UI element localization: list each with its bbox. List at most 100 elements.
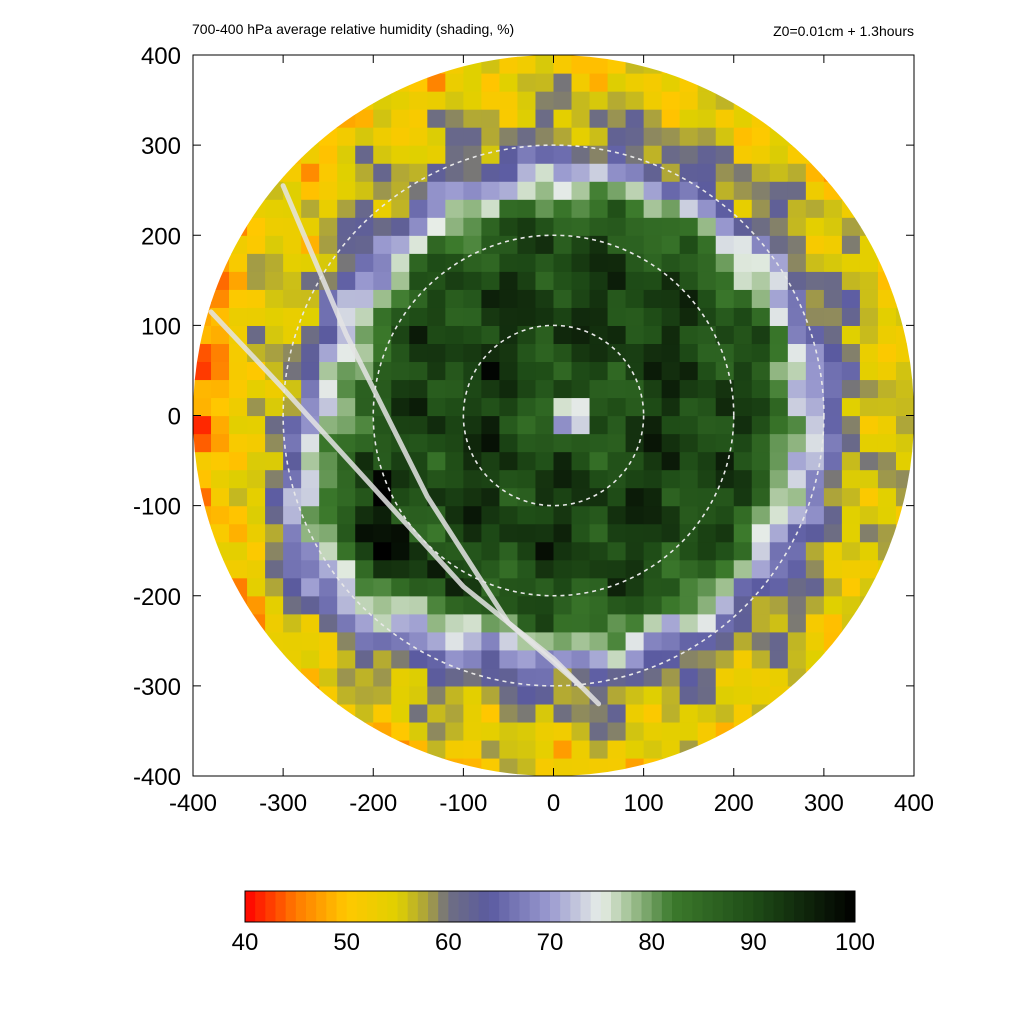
heatmap-cell <box>301 379 320 399</box>
heatmap-cell <box>283 307 302 326</box>
heatmap-cell <box>733 451 753 471</box>
heatmap-cell <box>211 505 230 525</box>
heatmap-cell <box>841 451 861 471</box>
heatmap-cell <box>679 145 699 164</box>
heatmap-cell <box>247 595 266 615</box>
heatmap-cell <box>805 469 825 489</box>
heatmap-cell <box>733 433 753 453</box>
heatmap-cell <box>499 433 519 453</box>
heatmap-cell <box>805 217 825 236</box>
heatmap-cell <box>733 559 753 579</box>
heatmap-cell <box>535 613 555 633</box>
heatmap-cell <box>481 523 501 543</box>
heatmap-cell <box>337 649 356 669</box>
heatmap-cell <box>535 415 555 435</box>
heatmap-cell <box>283 577 302 597</box>
heatmap-cell <box>499 397 519 417</box>
heatmap-cell <box>499 361 519 381</box>
heatmap-cell <box>571 613 591 633</box>
heatmap-cell <box>247 217 266 236</box>
heatmap-cell <box>769 127 789 146</box>
heatmap-cell <box>625 433 645 453</box>
heatmap-cell <box>823 325 843 345</box>
heatmap-cell <box>841 487 861 507</box>
y-tick-label: -300 <box>133 674 181 701</box>
colorbar-swatch <box>743 891 754 922</box>
heatmap-cell <box>769 559 789 579</box>
heatmap-cell <box>427 253 446 272</box>
heatmap-cell <box>715 73 735 92</box>
heatmap-cell <box>553 505 573 525</box>
heatmap-cell <box>715 361 735 381</box>
heatmap-cell <box>733 235 753 254</box>
heatmap-cell <box>229 469 248 489</box>
heatmap-cell <box>355 433 374 453</box>
heatmap-cell <box>301 559 320 579</box>
colorbar-swatch <box>590 891 602 922</box>
heatmap-cell <box>481 163 501 182</box>
heatmap-cell <box>193 289 212 308</box>
heatmap-cell <box>265 289 284 308</box>
heatmap-cell <box>661 685 681 705</box>
heatmap-cell <box>427 343 446 363</box>
heatmap-cell <box>517 415 537 435</box>
heatmap-cell <box>445 217 464 236</box>
radius-circle <box>372 234 735 597</box>
heatmap-cell <box>697 91 717 110</box>
heatmap-cell <box>445 613 464 633</box>
heatmap-cell <box>535 163 555 182</box>
heatmap-cell <box>787 451 807 471</box>
colorbar-swatch <box>783 891 795 922</box>
heatmap-cell <box>625 667 645 687</box>
heatmap-cell <box>499 631 519 651</box>
heatmap-cell <box>823 307 843 326</box>
heatmap-cell <box>265 163 284 182</box>
heatmap-cell <box>625 505 645 525</box>
heatmap-cell <box>427 433 446 453</box>
heatmap-cell <box>283 451 302 471</box>
heatmap-cell <box>733 91 753 110</box>
heatmap-cell <box>535 145 555 164</box>
heatmap-cell <box>499 595 519 615</box>
heatmap-cell <box>679 649 699 669</box>
heatmap-cell <box>877 325 897 345</box>
heatmap-cell <box>355 199 374 218</box>
heatmap-cell <box>211 487 230 507</box>
heatmap-cell <box>391 199 410 218</box>
heatmap-cell <box>661 127 681 146</box>
colorbar-tick-label: 90 <box>740 929 767 956</box>
heatmap-cell <box>625 325 645 345</box>
heatmap-cell <box>499 55 519 74</box>
heatmap-cell <box>733 415 753 435</box>
heatmap-cell <box>427 595 446 615</box>
heatmap-cell <box>751 559 771 579</box>
heatmap-cell <box>229 433 248 453</box>
heatmap-cell <box>841 217 861 236</box>
heatmap-cell <box>787 343 807 363</box>
heatmap-cell <box>373 721 392 741</box>
heatmap-cell <box>247 271 266 290</box>
heatmap-cell <box>625 361 645 381</box>
heatmap-cell <box>607 73 627 92</box>
heatmap-cell <box>643 631 663 651</box>
heatmap-cell <box>499 739 519 759</box>
heatmap-cell <box>679 379 699 399</box>
heatmap-cell <box>409 505 428 525</box>
heatmap-cell <box>391 73 410 92</box>
heatmap-cell <box>409 73 428 92</box>
heatmap-cell <box>715 559 735 579</box>
colorbar-swatch <box>407 891 419 922</box>
heatmap-cell <box>733 649 753 669</box>
heatmap-cell <box>409 667 428 687</box>
heatmap-cell <box>589 451 609 471</box>
heatmap-cell <box>319 613 338 633</box>
radius-circle <box>462 324 645 507</box>
heatmap-cell <box>895 325 914 345</box>
colorbar-swatch <box>346 891 358 922</box>
heatmap-cell <box>571 721 591 741</box>
heatmap-cell <box>355 235 374 254</box>
heatmap-cell <box>733 631 753 651</box>
x-tick-label: -100 <box>439 790 487 817</box>
colorbar-swatch <box>580 891 592 922</box>
heatmap-cell <box>445 73 464 92</box>
